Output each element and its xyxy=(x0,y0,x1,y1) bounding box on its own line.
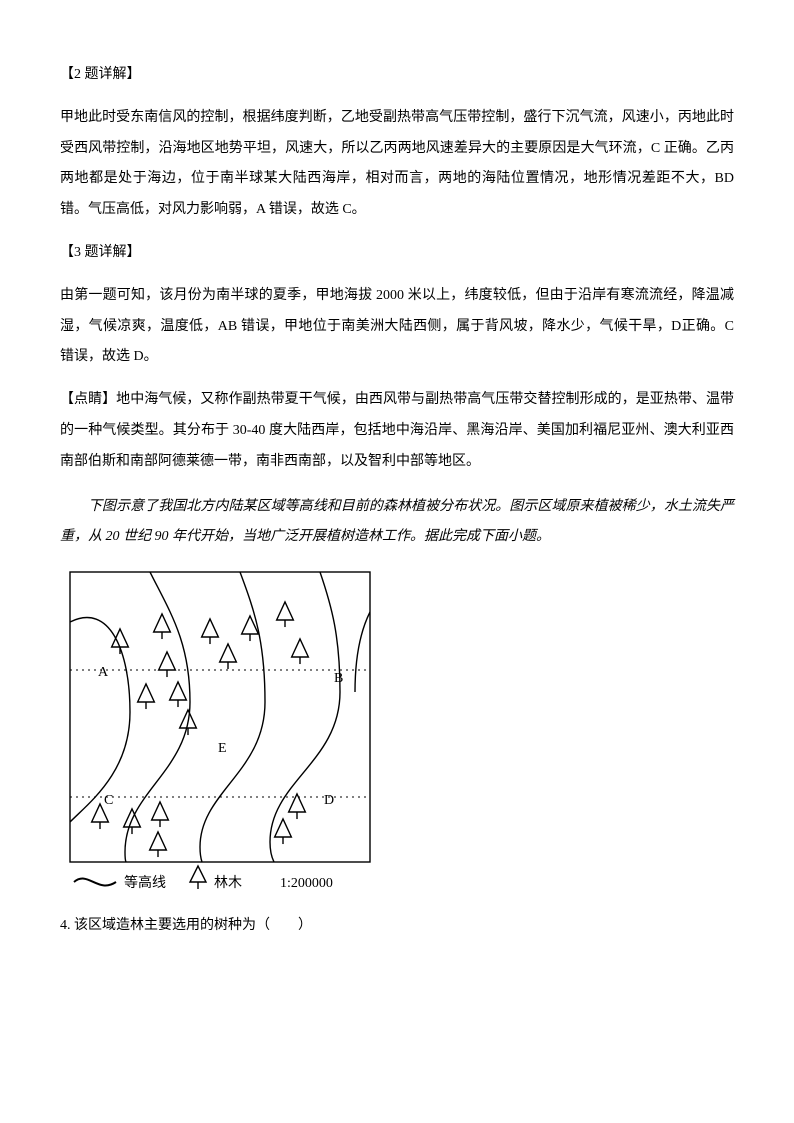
detail-text-3: 由第一题可知，该月份为南半球的夏季，甲地海拔 2000 米以上，纬度较低，但由于… xyxy=(60,281,734,373)
detail-heading-3: 【3 题详解】 xyxy=(60,238,734,269)
question-intro: 下图示意了我国北方内陆某区域等高线和目前的森林植被分布状况。图示区域原来植被稀少… xyxy=(60,492,734,554)
svg-text:A: A xyxy=(98,665,109,680)
diagram-svg: A B C D E 等高线 林木 1:200000 xyxy=(60,567,380,897)
detail-heading-2: 【2 题详解】 xyxy=(60,60,734,91)
question-4: 4. 该区域造林主要选用的树种为（ ） xyxy=(60,911,734,942)
svg-text:林木: 林木 xyxy=(214,875,242,891)
svg-text:E: E xyxy=(218,741,227,756)
tip-text: 【点睛】地中海气候，又称作副热带夏干气候，由西风带与副热带高气压带交替控制形成的… xyxy=(60,385,734,477)
svg-text:B: B xyxy=(334,671,343,686)
svg-text:1:200000: 1:200000 xyxy=(280,876,333,891)
svg-text:等高线: 等高线 xyxy=(124,874,166,891)
detail-text-2: 甲地此时受东南信风的控制，根据纬度判断，乙地受副热带高气压带控制，盛行下沉气流，… xyxy=(60,103,734,226)
svg-text:D: D xyxy=(324,793,334,808)
svg-text:C: C xyxy=(104,793,113,808)
contour-diagram: A B C D E 等高线 林木 1:200000 xyxy=(60,567,734,897)
